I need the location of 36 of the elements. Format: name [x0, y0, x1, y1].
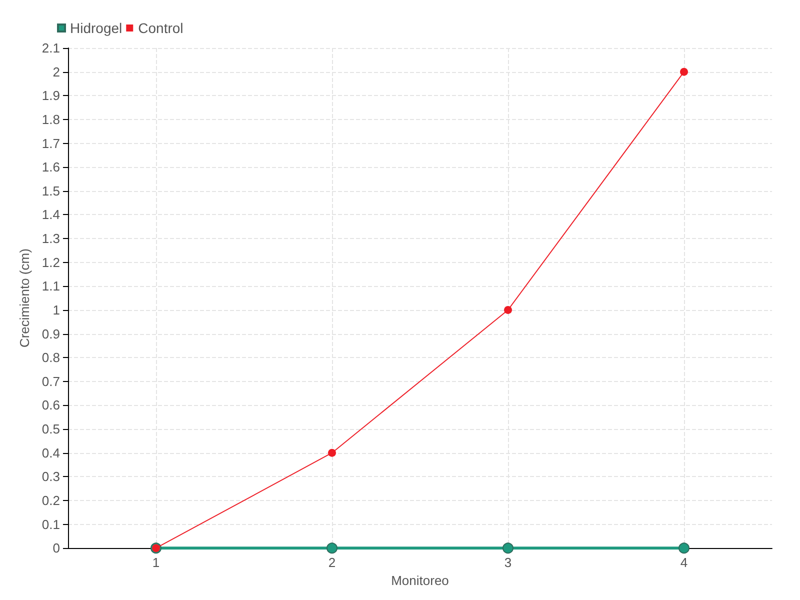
y-tick-label: 1.1: [42, 278, 60, 294]
x-tick-label: 4: [680, 555, 688, 570]
y-tick-label: 1.9: [42, 88, 60, 104]
y-tick-label: 0.1: [42, 516, 60, 532]
y-tick-label: 0.5: [42, 422, 60, 437]
y-tick-label: 1: [52, 302, 60, 318]
y-tick-label: 0.9: [42, 326, 60, 342]
y-tick-label: 2.1: [42, 40, 60, 56]
x-axis-title: Monitoreo: [391, 573, 449, 588]
y-tick-label: 1.3: [42, 231, 60, 246]
y-tick-label: 0.7: [42, 374, 60, 389]
legend-label: Control: [138, 20, 184, 36]
y-axis-title: Crecimiento (cm): [17, 248, 32, 348]
y-tick-label: 0.3: [42, 469, 60, 484]
legend-label: Hidrogel: [70, 20, 122, 36]
point: [326, 542, 338, 554]
point: [328, 448, 336, 457]
y-tick-label: 1.4: [42, 207, 60, 222]
x-tick-label: 2: [328, 555, 336, 570]
x-tick-label: 3: [504, 555, 512, 570]
point: [680, 68, 688, 76]
point: [678, 542, 690, 554]
y-tick-label: 0.8: [42, 350, 60, 366]
y-tick-label: 0.6: [42, 398, 60, 413]
x-tick-label: 1: [152, 555, 160, 570]
y-tick-label: 1.8: [42, 112, 60, 127]
y-tick-label: 0.4: [42, 445, 60, 460]
y-tick-label: 1.2: [42, 254, 60, 270]
y-tick-label: 0: [52, 540, 60, 556]
y-tick-label: 0.2: [42, 492, 60, 508]
y-tick-label: 1.5: [42, 183, 60, 198]
point: [502, 542, 514, 554]
y-tick-label: 1.7: [42, 136, 60, 151]
point: [504, 306, 512, 314]
y-tick-label: 1.6: [42, 160, 60, 175]
y-tick-label: 2: [52, 64, 60, 80]
